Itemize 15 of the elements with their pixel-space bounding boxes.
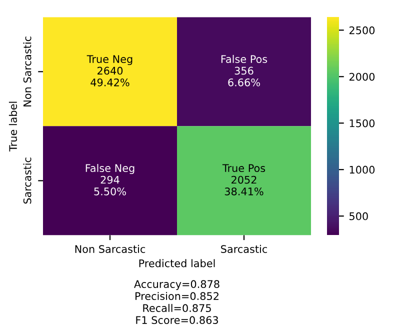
- text: Recall=0.875: [143, 304, 211, 312]
- color-bar-label: 2500: [349, 26, 375, 34]
- data-label: True Neg 2640 49.42%: [86, 55, 132, 86]
- color-bar-label: 500: [350, 212, 368, 220]
- data-label: True Pos 2052 38.41%: [222, 164, 266, 196]
- text: F1 Score=0.863: [136, 316, 218, 324]
- data-label: False Pos 356 6.66%: [221, 54, 268, 86]
- color-bar-label: 1000: [350, 166, 375, 174]
- data-label: False Neg 294 5.50%: [86, 164, 134, 196]
- text: Accuracy=0.878: [134, 280, 220, 290]
- text: Precision=0.852: [136, 292, 218, 300]
- color-bar-label: 1500: [350, 119, 375, 128]
- y-axis-title: True label: [8, 102, 18, 152]
- x-axis-title: Predicted label: [139, 259, 215, 268]
- color-bar-label: 2000: [349, 72, 375, 81]
